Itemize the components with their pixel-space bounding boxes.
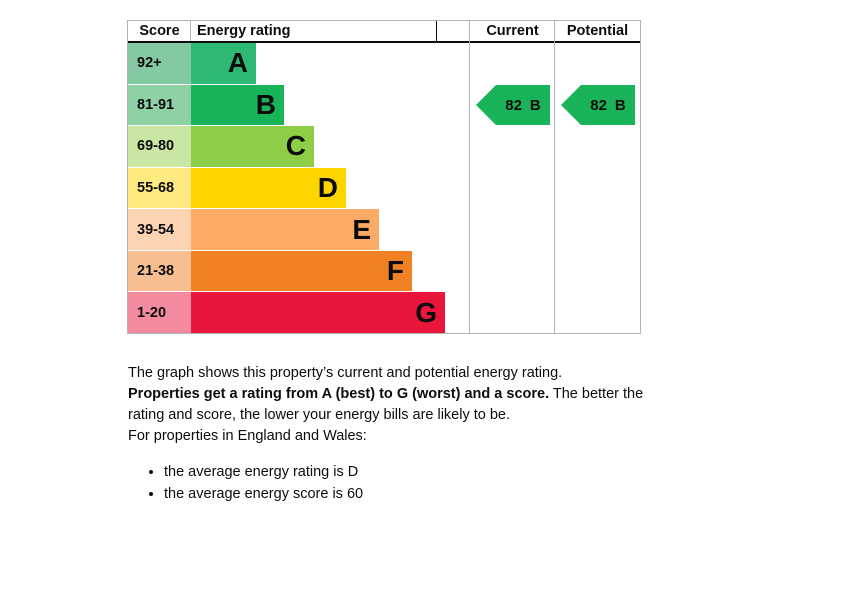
score-range-d: 55-68: [128, 167, 191, 209]
header-divider-score-rating: [190, 21, 191, 41]
band-rows: 92+ A 81-91 B 69-80 C 55-68 D 39-54 E 21…: [128, 43, 640, 334]
graph-summary-text: The graph shows this property’s current …: [128, 365, 563, 381]
column-divider-current: [469, 21, 470, 333]
header-score: Score: [139, 23, 180, 39]
potential-rating-score: 82: [590, 96, 607, 114]
score-range-g: 1-20: [128, 292, 191, 334]
potential-rating-band: B: [614, 96, 626, 114]
score-range-c: 69-80: [128, 126, 191, 167]
epc-description: The graph shows this property’s current …: [128, 363, 660, 506]
band-row-a: 92+ A: [128, 43, 640, 84]
band-bar-b: B: [191, 84, 284, 126]
band-bar-g: G: [191, 292, 445, 334]
average-score-item: the average energy score is 60: [164, 484, 660, 505]
band-row-b: 81-91 B: [128, 83, 640, 126]
score-range-b: 81-91: [128, 84, 191, 126]
average-stats-list: the average energy rating is D the avera…: [128, 462, 660, 505]
average-rating-item: the average energy rating is D: [164, 462, 660, 483]
header-divider-rating-current: [436, 21, 437, 41]
band-bar-f: F: [191, 250, 412, 292]
band-bar-e: E: [191, 209, 379, 250]
band-row-f: 21-38 F: [128, 249, 640, 292]
band-bar-d: D: [191, 167, 346, 209]
band-row-e: 39-54 E: [128, 208, 640, 250]
current-rating-band: B: [529, 96, 541, 114]
energy-rating-chart: Score Energy rating Current Potential 92…: [127, 20, 641, 334]
header-energy-rating: Energy rating: [197, 23, 291, 39]
band-row-c: 69-80 C: [128, 125, 640, 167]
band-bar-a: A: [191, 43, 256, 84]
band-row-d: 55-68 D: [128, 166, 640, 209]
score-range-f: 21-38: [128, 250, 191, 292]
header-current: Current: [486, 23, 539, 39]
rating-explanation-rest: The better the rating and score, the low…: [128, 386, 644, 423]
header-potential: Potential: [566, 23, 629, 39]
band-row-g: 1-20 G: [128, 291, 640, 334]
score-range-e: 39-54: [128, 209, 191, 250]
chart-header-row: Score Energy rating Current Potential: [128, 21, 640, 43]
column-divider-potential: [554, 21, 555, 333]
england-wales-intro: For properties in England and Wales:: [128, 428, 367, 444]
rating-explanation-text: Properties get a rating from A (best) to…: [128, 384, 660, 426]
rating-explanation-bold: Properties get a rating from A (best) to…: [128, 386, 550, 402]
current-rating-score: 82: [505, 96, 522, 114]
score-range-a: 92+: [128, 43, 191, 84]
band-bar-c: C: [191, 126, 314, 167]
